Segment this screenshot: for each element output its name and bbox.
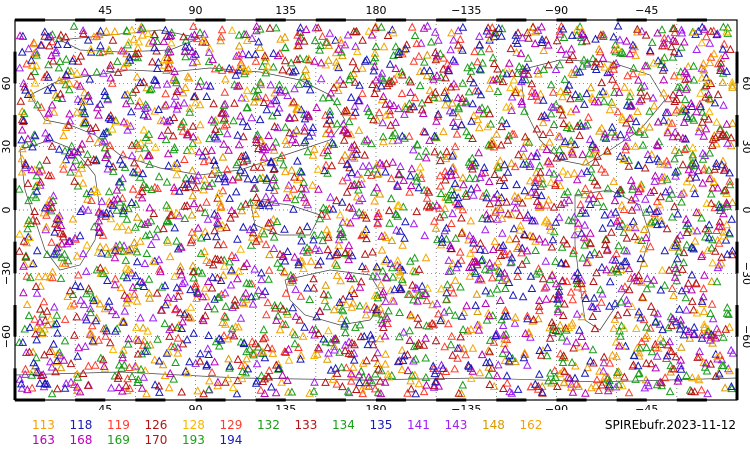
legend-item: 141 <box>407 418 430 432</box>
bottom-lon-label: 45 <box>98 403 112 410</box>
right-lat-label: 0 <box>740 207 750 214</box>
left-lat-label: −60 <box>0 325 13 348</box>
right-lat-label: 60 <box>740 76 750 90</box>
axis-labels: 45 90 135 180 −135 −90 −45 45 90 135 180 −135 −90 −45… <box>0 4 750 416</box>
bottom-lon-label: −45 <box>635 403 658 410</box>
legend-item: 135 <box>369 418 393 432</box>
left-lat-label: 0 <box>0 207 13 214</box>
legend-item: 169 <box>107 433 130 447</box>
top-lon-label: 135 <box>275 4 296 17</box>
legend-item: 193 <box>182 433 205 447</box>
coastline-path <box>249 199 321 236</box>
legend-item: 128 <box>182 418 205 432</box>
legend-item: 170 <box>144 433 168 447</box>
top-lon-label: 45 <box>98 4 112 17</box>
dataset-label: SPIREbufr.2023-11-12 <box>604 418 736 432</box>
observation-triangles <box>17 22 735 398</box>
legend-item: 134 <box>332 418 355 432</box>
legend-item: 194 <box>219 433 243 447</box>
bottom-lon-label: −135 <box>451 403 481 410</box>
legend-item: 119 <box>107 418 130 432</box>
legend-item: 163 <box>32 433 55 447</box>
legend-item: 132 <box>257 418 280 432</box>
legend-item: 133 <box>294 418 318 432</box>
legend-item: 168 <box>69 433 93 447</box>
legend-item: 143 <box>444 418 468 432</box>
bottom-lon-label: 135 <box>275 403 296 410</box>
right-lat-label: 30 <box>740 140 750 154</box>
top-lon-label: 90 <box>189 4 203 17</box>
legend-item: 162 <box>519 418 543 432</box>
bottom-lon-label: 90 <box>189 403 203 410</box>
bottom-lon-label: −90 <box>545 403 568 410</box>
left-lat-label: −30 <box>0 262 13 285</box>
top-lon-label: −45 <box>635 4 658 17</box>
legend-item: 118 <box>69 418 93 432</box>
coastline-path <box>284 269 386 326</box>
left-lat-label: 30 <box>0 140 13 154</box>
coastline-path <box>29 67 346 176</box>
legend-item: 129 <box>219 418 243 432</box>
legend-row: 113 118 119 126 128 129 132 133 134 135 141 143 148 1… <box>0 418 750 434</box>
top-lon-label: −90 <box>545 4 568 17</box>
observation-markers <box>14 21 738 398</box>
axis-ticks <box>13 18 739 402</box>
bottom-lon-label: 180 <box>366 403 387 410</box>
observation-triangles <box>21 21 735 398</box>
observation-triangles <box>15 21 732 398</box>
legend-item: 148 <box>482 418 505 432</box>
legend-item: 126 <box>144 418 168 432</box>
right-lat-label: −60 <box>740 325 750 348</box>
observation-triangles <box>15 25 737 392</box>
top-lon-label: 180 <box>366 4 387 17</box>
left-lat-label: 60 <box>0 76 13 90</box>
legend-row: 163 168 169 170 193 194 <box>0 433 750 449</box>
right-lat-label: −30 <box>740 262 750 285</box>
observation-map: 45 90 135 180 −135 −90 −45 45 90 135 180 −135 −90 −45… <box>0 4 750 416</box>
legend-item: 113 <box>32 418 55 432</box>
top-lon-label: −135 <box>451 4 481 17</box>
